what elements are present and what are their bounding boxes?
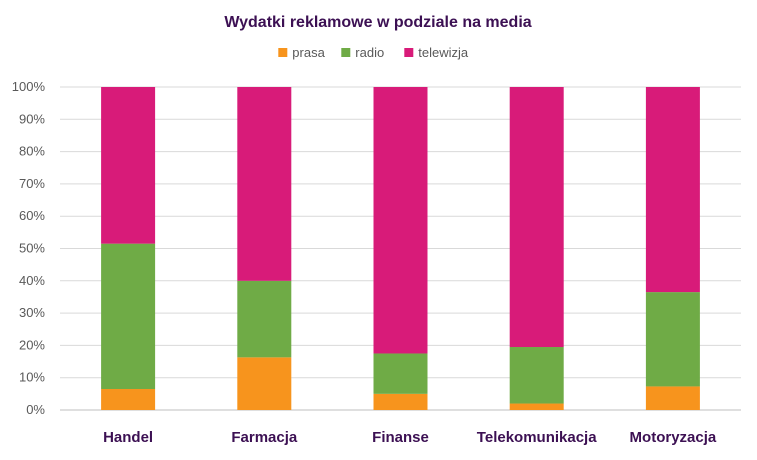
bar-segment-radio — [237, 280, 292, 358]
y-tick-label: 80% — [19, 144, 45, 159]
y-tick-label: 10% — [19, 370, 45, 385]
legend-label: prasa — [292, 45, 325, 60]
bar-segment-prasa — [509, 403, 564, 410]
bar-segment-telewizja — [509, 87, 564, 348]
legend-label: telewizja — [418, 45, 469, 60]
y-tick-label: 40% — [19, 273, 45, 288]
y-tick-label: 50% — [19, 241, 45, 256]
bar-segment-radio — [509, 347, 564, 404]
y-tick-label: 20% — [19, 337, 45, 352]
y-tick-label: 70% — [19, 176, 45, 191]
bar-segment-radio — [373, 353, 428, 394]
y-axis-tick-labels: 0% 10% 20% 30% 40% 50% 60% 70% 80% 90% 100% — [12, 79, 46, 417]
bar-segment-telewizja — [237, 87, 292, 281]
y-tick-label: 100% — [12, 79, 46, 94]
x-category-label: Telekomunikacja — [477, 429, 597, 446]
bar-segment-radio — [101, 243, 156, 390]
legend-swatch-radio — [341, 48, 351, 57]
bar-segment-telewizja — [101, 87, 156, 244]
y-tick-label: 30% — [19, 305, 45, 320]
bar-segment-prasa — [373, 393, 428, 410]
legend-swatch-telewizja — [404, 48, 414, 57]
x-category-label: Handel — [103, 429, 153, 446]
y-tick-label: 0% — [26, 402, 45, 417]
legend-swatch-prasa — [278, 48, 288, 57]
x-category-label: Finanse — [372, 429, 429, 446]
bar-segment-prasa — [237, 357, 292, 410]
bar-segment-radio — [645, 292, 700, 387]
y-tick-label: 90% — [19, 111, 45, 126]
legend-label: radio — [355, 45, 384, 60]
bar-segment-telewizja — [373, 87, 428, 354]
bar-segment-prasa — [645, 386, 700, 410]
y-tick-label: 60% — [19, 208, 45, 223]
bar-segment-prasa — [101, 389, 156, 410]
chart-title: Wydatki reklamowe w podziale na media — [224, 14, 531, 31]
legend: prasa radio telewizja — [278, 45, 469, 60]
bar-segment-telewizja — [645, 87, 700, 293]
x-category-label: Farmacja — [231, 429, 298, 446]
x-axis-category-labels: Handel Farmacja Finanse Telekomunikacja Moto… — [103, 429, 717, 446]
x-category-label: Motoryzacja — [630, 429, 717, 446]
bars — [101, 87, 700, 410]
